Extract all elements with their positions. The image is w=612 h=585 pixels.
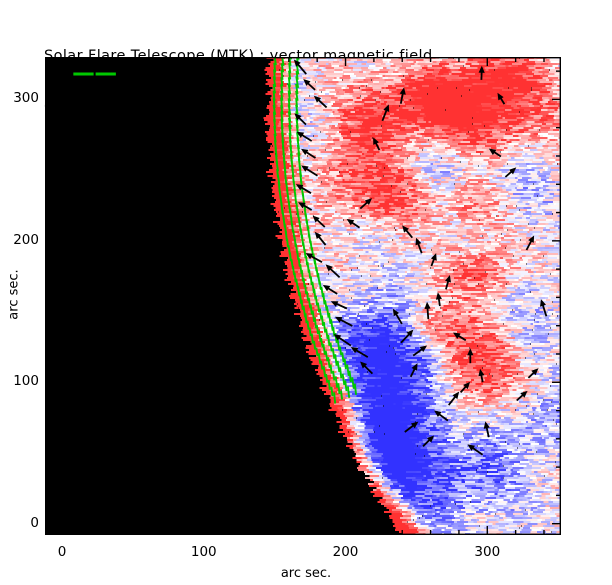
x-axis-title: arc sec. [280,566,332,581]
x-tick-label: 200 [332,544,359,560]
x-tick-label: 100 [190,544,217,560]
scale-bar [73,69,116,78]
magnetogram-raster [263,57,561,535]
y-tick-label: 0 [30,514,39,531]
y-tick-label: 100 [13,373,39,390]
x-tick-label: 0 [57,544,67,560]
transverse-field-arrows [293,59,548,456]
magnetogram-canvas [45,57,561,535]
x-tick-label: 300 [474,544,501,560]
plot-area [45,57,561,535]
y-axis-title: arc sec. [6,269,22,320]
y-tick-label: 300 [13,90,39,107]
limb-field-vectors [272,57,358,404]
y-tick-label: 200 [13,231,39,248]
plot-frame [45,57,561,535]
